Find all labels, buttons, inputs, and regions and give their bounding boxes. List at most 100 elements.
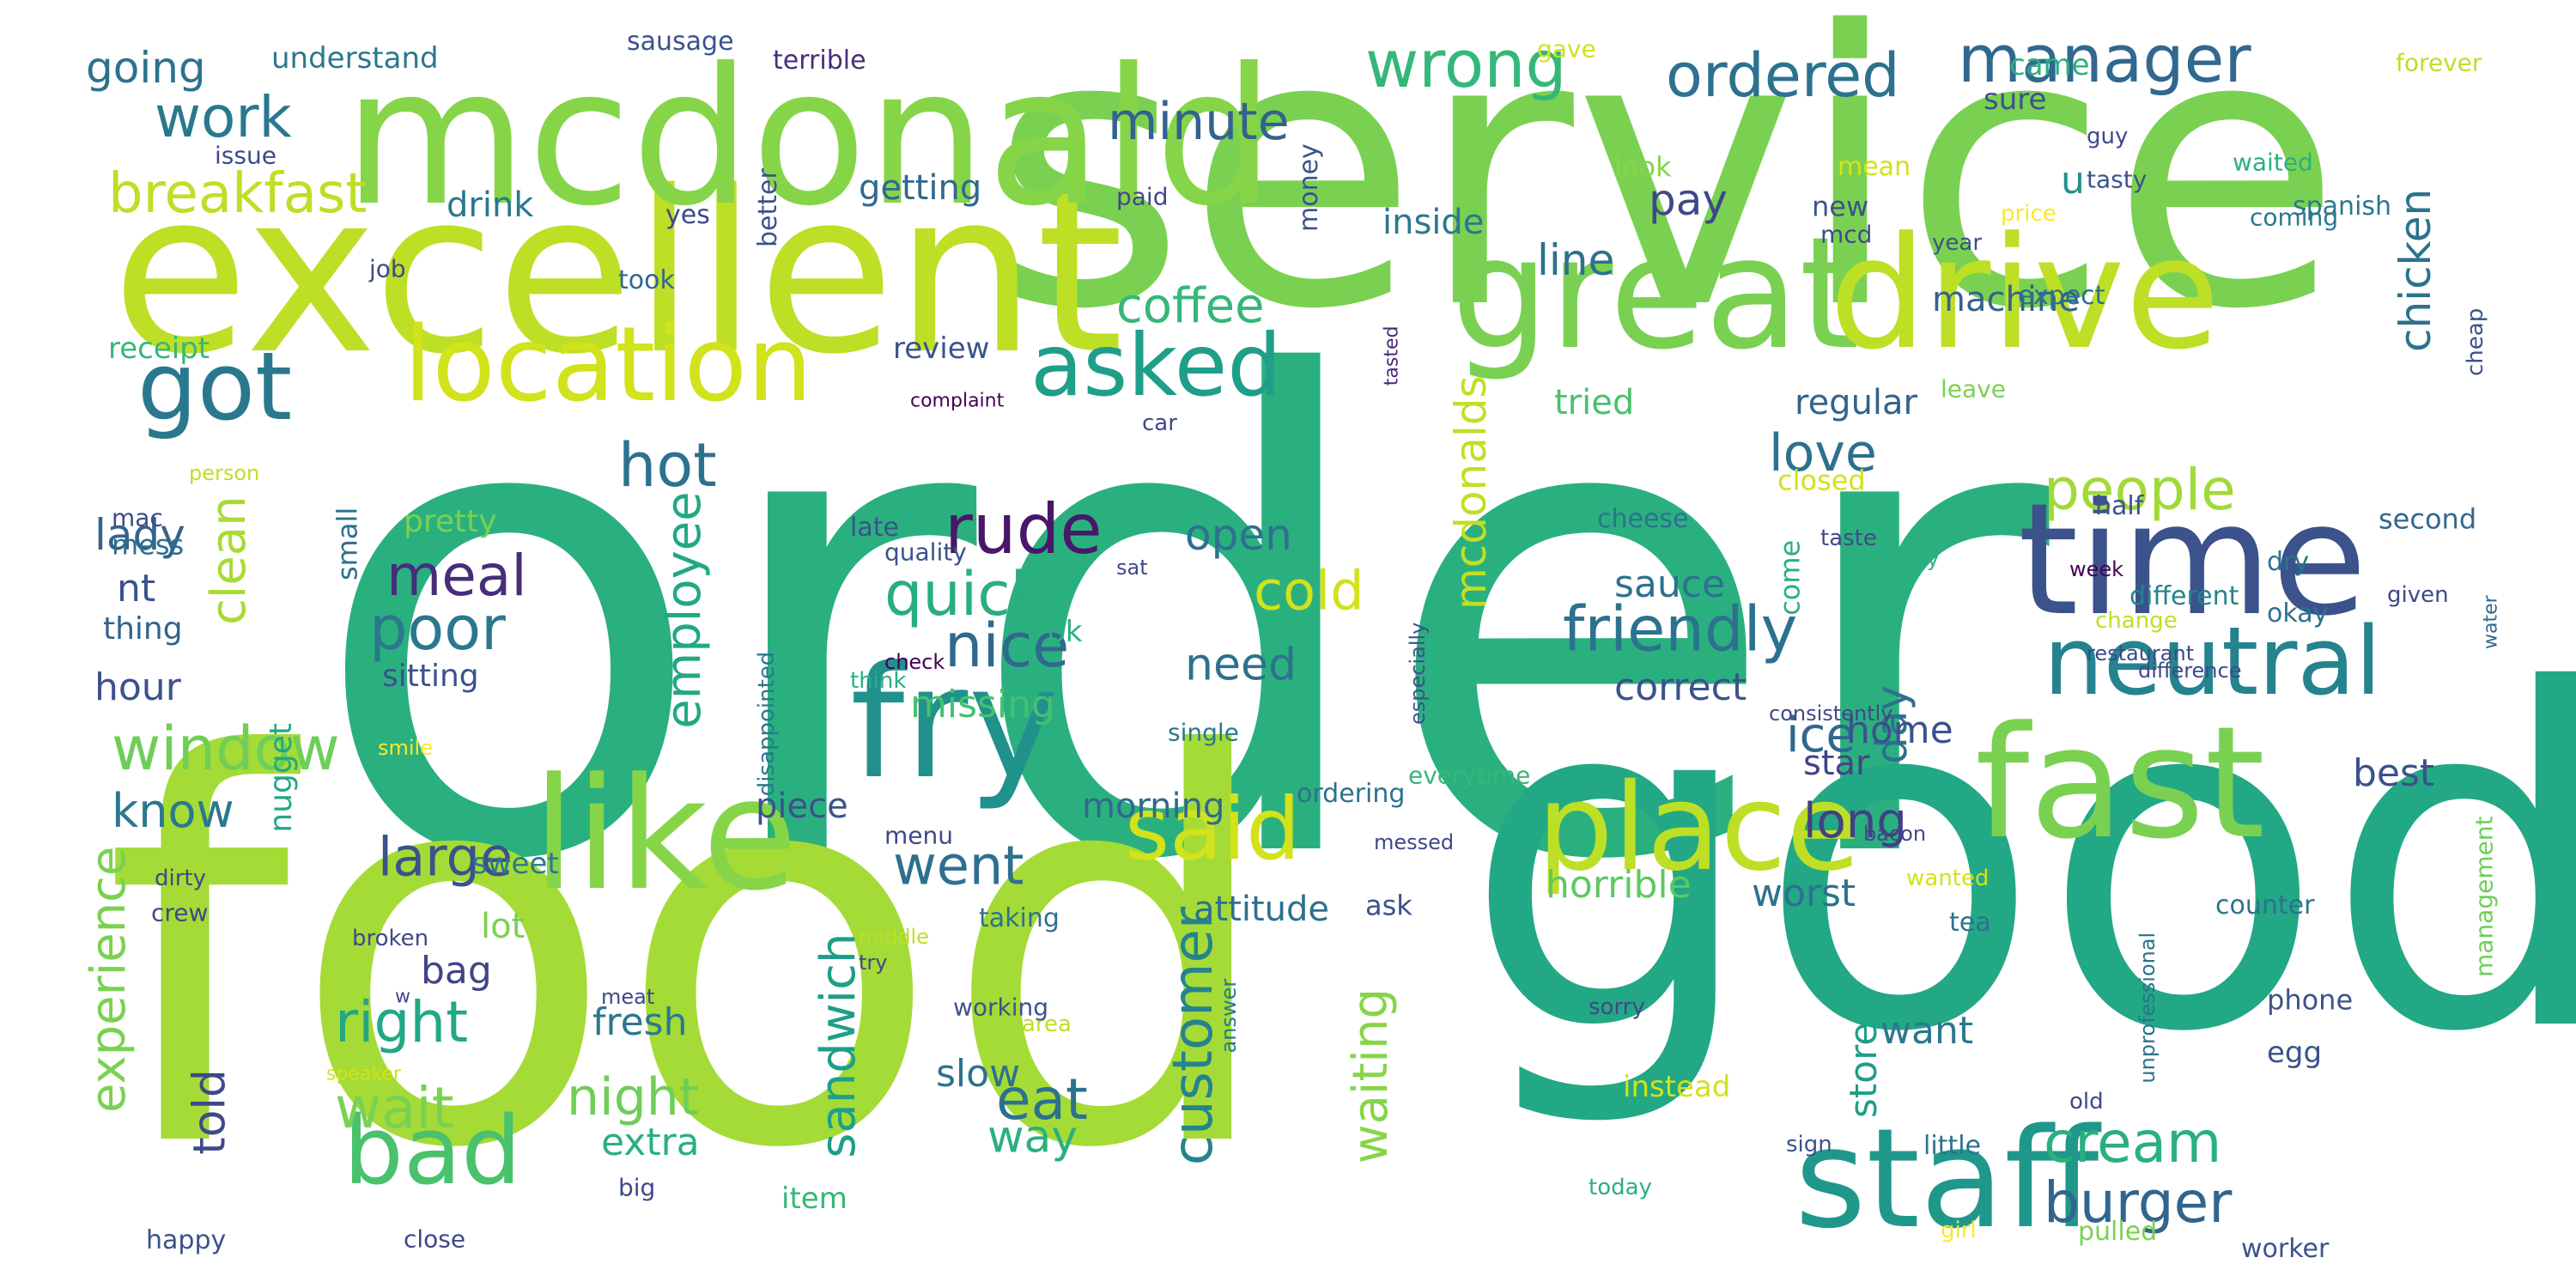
word-mcdonalds: mcdonalds — [1446, 375, 1496, 610]
word-said: said — [1125, 779, 1301, 879]
word-nice: nice — [945, 611, 1069, 681]
word-old: old — [2069, 1089, 2104, 1115]
word-asked: asked — [1030, 315, 1282, 416]
word-mess: mess — [112, 529, 184, 562]
word-taking: taking — [979, 903, 1060, 933]
word-price: price — [2001, 201, 2057, 227]
word-service: service — [989, 0, 2342, 392]
word-mcdonald: mcdonald — [343, 27, 1275, 247]
word-answer: answer — [1217, 979, 1241, 1054]
word-eat: eat — [996, 1066, 1088, 1133]
word-dry: dry — [2267, 547, 2309, 577]
word-came: came — [2009, 48, 2090, 82]
word-check: check — [884, 650, 945, 674]
word-horrible: horrible — [1546, 863, 1692, 907]
word-coffee: coffee — [1116, 278, 1265, 334]
word-girl: girl — [1941, 1218, 1977, 1243]
word-got: got — [137, 331, 292, 441]
word-staff: staff — [1795, 1098, 2102, 1259]
word-working: working — [953, 993, 1048, 1021]
word-rude: rude — [945, 489, 1103, 569]
word-leave: leave — [1941, 374, 2006, 403]
word-year: year — [1932, 230, 1982, 256]
word-water: water — [2481, 594, 2502, 649]
word-need: need — [1185, 640, 1297, 691]
word-middle: middle — [859, 925, 929, 949]
word-fry: fry — [850, 634, 1060, 813]
word-mean: mean — [1838, 152, 1911, 182]
word-told: told — [185, 1069, 236, 1155]
word-correct: correct — [1614, 665, 1747, 709]
word-customer: customer — [1162, 906, 1225, 1165]
word-ready: ready — [1880, 547, 1939, 571]
word-bad: bad — [343, 1096, 521, 1206]
word-ok: ok — [1048, 615, 1083, 649]
word-pulled: pulled — [2078, 1217, 2157, 1247]
word-especially: especially — [1406, 623, 1430, 725]
word-wanted: wanted — [1906, 866, 1989, 891]
word-complaint: complaint — [910, 391, 1005, 412]
word-know: know — [112, 784, 234, 838]
word-little: little — [1923, 1131, 1981, 1161]
word-yes: yes — [665, 200, 710, 230]
word-worst: worst — [1752, 872, 1856, 915]
word-lot: lot — [481, 907, 525, 946]
word-wrong: wrong — [1365, 26, 1567, 102]
word-right: right — [335, 989, 468, 1055]
word-money: money — [1294, 143, 1324, 232]
word-poor: poor — [369, 593, 506, 664]
word-pretty: pretty — [404, 504, 497, 539]
word-ordering: ordering — [1297, 779, 1405, 809]
word-long: long — [1803, 793, 1907, 849]
word-unprofessional: unprofessional — [2136, 933, 2160, 1084]
word-difference: difference — [2138, 659, 2241, 683]
word-pay: pay — [1649, 175, 1728, 225]
word-missing: missing — [910, 683, 1055, 726]
word-close: close — [404, 1224, 465, 1253]
word-neutral: neutral — [2044, 606, 2381, 716]
word-fresh: fresh — [592, 1000, 688, 1044]
word-waited: waited — [2233, 148, 2313, 176]
word-love: love — [1769, 423, 1877, 483]
word-like: like — [532, 745, 798, 925]
word-excellent: excellent — [112, 144, 1124, 404]
word-half: half — [2095, 491, 2145, 521]
word-item: item — [781, 1182, 848, 1216]
word-look: look — [1614, 151, 1672, 184]
word-taste: taste — [1820, 526, 1877, 551]
word-sausage: sausage — [627, 27, 734, 57]
word-second: second — [2379, 503, 2476, 536]
word-star: star — [1803, 744, 1870, 783]
word-morning: morning — [1082, 787, 1224, 826]
word-different: different — [2129, 581, 2239, 611]
word-sat: sat — [1116, 556, 1148, 580]
word-come: come — [1774, 540, 1807, 616]
word-sweet: sweet — [472, 847, 559, 881]
word-speaker: speaker — [326, 1064, 402, 1085]
word-sauce: sauce — [1614, 562, 1725, 606]
word-counter: counter — [2215, 890, 2315, 920]
word-work: work — [155, 84, 292, 150]
word-guy: guy — [2087, 124, 2128, 149]
word-single: single — [1168, 718, 1239, 746]
word-change: change — [2095, 608, 2178, 634]
word-better: better — [753, 168, 783, 247]
word-issue: issue — [215, 141, 276, 169]
word-dirty: dirty — [155, 866, 206, 891]
word-spanish: spanish — [2293, 191, 2391, 222]
word-small: small — [331, 507, 364, 580]
word-big: big — [618, 1173, 655, 1201]
word-receipt: receipt — [108, 331, 210, 366]
word-experience: experience — [81, 847, 137, 1113]
word-bacon: bacon — [1863, 822, 1926, 846]
word-machine: machine — [1932, 280, 2080, 319]
word-large: large — [378, 826, 513, 889]
word-management: management — [2470, 816, 2498, 977]
word-regular: regular — [1795, 383, 1918, 422]
word-quick: quick — [884, 559, 1046, 629]
word-happy: happy — [146, 1225, 226, 1255]
word-friendly: friendly — [1563, 593, 1797, 665]
word-tasted: tasted — [1382, 325, 1403, 386]
word-forever: forever — [2396, 48, 2482, 76]
